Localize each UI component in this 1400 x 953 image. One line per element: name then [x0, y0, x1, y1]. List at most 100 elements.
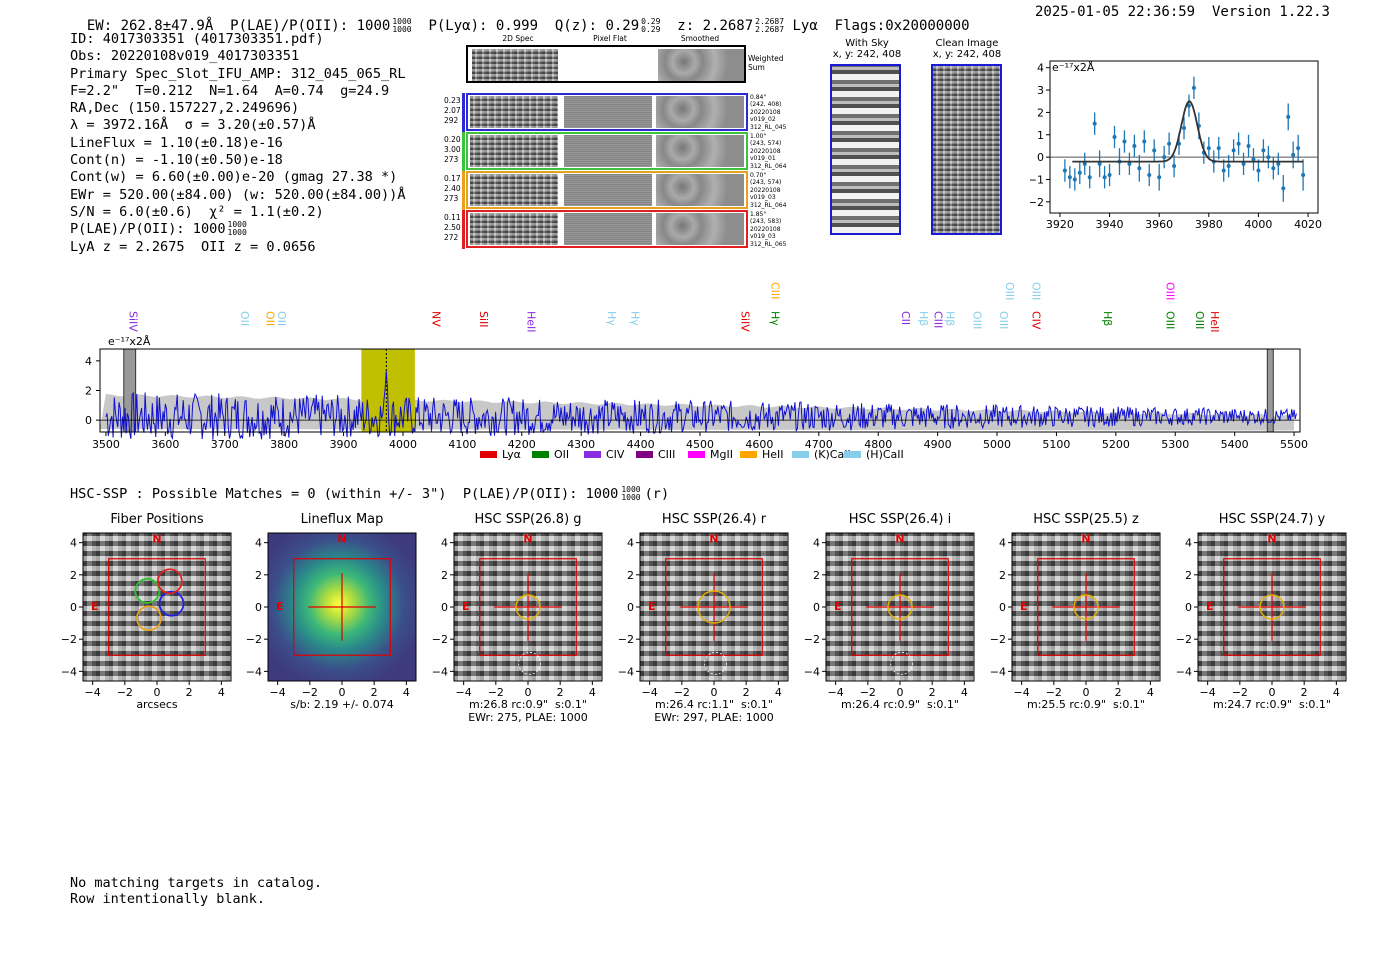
spec-emission-label: SiIV	[739, 311, 752, 332]
hsc-panel-title: Fiber Positions	[110, 512, 204, 527]
cutout-stat: 272	[444, 233, 459, 242]
hsc-panel-title: HSC SSP(26.8) g	[474, 512, 582, 527]
hsc-x-tick-label: −2	[1232, 686, 1248, 699]
cutout-stat: 2.07	[444, 106, 461, 115]
spec-emission-label: SiII	[477, 311, 490, 328]
legend-label: HeII	[762, 448, 784, 461]
cutout-meta-line: 20220108	[750, 225, 781, 233]
hsc-y-tick-label: 4	[255, 537, 262, 550]
plae-frac-lo: 1000	[392, 25, 412, 34]
legend-label: CIV	[606, 448, 625, 461]
fit-data-point	[1142, 139, 1147, 144]
clean-image-title: Clean Image x, y: 242, 408	[930, 38, 1004, 60]
hsc-y-tick-label: 2	[441, 569, 448, 582]
hsc-y-tick-label: 0	[627, 601, 634, 614]
hsc-x-tick-label: −4	[1014, 686, 1030, 699]
compass-east: E	[462, 600, 470, 613]
hsc-panel-overlay: N E 4 2 0 −2 −4 −4 −2 0 2 4	[1176, 532, 1347, 699]
cutout-row-meta: 1.00" (243, 574) 20220108 v019_01 312_RL_064	[750, 133, 786, 170]
fit-data-point	[1082, 161, 1087, 166]
spec-emission-label: CII	[899, 311, 912, 325]
legend-label: MgII	[710, 448, 733, 461]
hsc-aperture-circle	[697, 590, 731, 624]
hsc-x-tick-label: 2	[929, 686, 936, 699]
z-frac-hi: 2.2687	[755, 17, 785, 26]
hsc-panel-frame	[453, 532, 603, 682]
hsc-panel-caption: m:26.4 rc:1.1" s:0.1" EWr: 297, PLAE: 100…	[610, 698, 818, 724]
hsc-y-tick-label: 2	[999, 569, 1006, 582]
qz-frac-hi: 0.29	[641, 17, 661, 26]
hsc-caption-line-2: EWr: 297, PLAE: 1000	[654, 711, 774, 724]
hsc-x-tick-label: 4	[961, 686, 968, 699]
fit-data-point	[1132, 143, 1137, 148]
cutout-row-meta: 0.70" (243, 574) 20220108 v019_03 312_RL_064	[750, 172, 786, 209]
with-sky-image	[830, 64, 901, 235]
fit-unit-label: e⁻¹⁷x2Å	[1052, 61, 1095, 74]
summary-header: EW: 262.8±47.9Å P(LAE)/P(OII): 1000 1000 1…	[70, 2, 970, 35]
legend-label: (K)CaII	[814, 448, 851, 461]
hsc-panel-title: HSC SSP(26.4) i	[848, 512, 952, 527]
line-name: Lyα	[792, 18, 818, 34]
fit-data-point	[1152, 148, 1157, 153]
hsc-x-tick-label: −4	[828, 686, 844, 699]
spec-x-tick-label: 4100	[448, 438, 476, 451]
compass-east: E	[91, 600, 99, 613]
spec-emission-label: SiIV	[127, 311, 140, 332]
cutout-meta-line: v019_03	[750, 233, 776, 241]
fit-data-point	[1216, 146, 1221, 151]
hsc-caption-line-1: arcsecs	[136, 698, 178, 711]
spec-x-tick-label: 5000	[983, 438, 1011, 451]
hsc-y-tick-label: −2	[618, 633, 634, 646]
fiber-circle-orange	[136, 605, 162, 632]
spec-x-tick-label: 3800	[270, 438, 298, 451]
fit-x-tick-label: 3920	[1046, 218, 1074, 231]
fit-y-tick-label: 0	[1037, 151, 1044, 164]
cutout-meta-line: 20220108	[750, 108, 781, 116]
hsc-y-tick-label: −4	[246, 665, 262, 678]
hsc-title: HSC-SSP : Possible Matches = 0 (within +…	[70, 486, 669, 503]
cutout-2d-image	[470, 174, 558, 206]
cutout-row-stats: 0.11 2.50 272	[444, 213, 464, 243]
hsc-y-tick-label: −2	[61, 633, 77, 646]
hsc-caption-line-1: m:26.4 rc:0.9" s:0.1"	[841, 698, 959, 711]
cutout-smooth-image	[656, 174, 744, 206]
line-fit-chart: 3920 3940 3960 3980 4000 4020 4 3 2 1 0 −1 −2 e⁻¹⁷x2Å	[1030, 60, 1322, 231]
fit-data-point	[1231, 148, 1236, 153]
hsc-x-tick-label: 0	[339, 686, 346, 699]
hsc-panel-frame	[1011, 532, 1161, 682]
hsc-y-tick-label: 0	[70, 601, 77, 614]
spec-emission-label: CIII	[932, 311, 945, 328]
cutout-meta-line: (242, 408)	[750, 101, 782, 109]
cutout-stat: 2.40	[444, 184, 461, 193]
fit-data-point	[1226, 164, 1231, 169]
cutout-meta-line: v019_03	[750, 194, 776, 202]
weighted-smooth-image	[658, 49, 744, 81]
legend-swatch	[688, 451, 705, 458]
fit-data-point	[1206, 146, 1211, 151]
hsc-x-tick-label: 2	[743, 686, 750, 699]
hsc-x-tick-label: 2	[1115, 686, 1122, 699]
fiber-circle-blue	[158, 590, 185, 617]
hsc-y-tick-label: −4	[804, 665, 820, 678]
legend-swatch	[480, 451, 497, 458]
fit-data-point	[1112, 135, 1117, 139]
hsc-x-tick-label: 2	[371, 686, 378, 699]
hsc-x-tick-label: −2	[488, 686, 504, 699]
hsc-panel-caption: m:25.5 rc:0.9" s:0.1"	[982, 698, 1190, 711]
fit-y-tick-label: 3	[1037, 84, 1044, 97]
fit-data-point	[1296, 146, 1301, 151]
spec-emission-label-high: OIII	[1003, 282, 1016, 300]
hsc-y-tick-label: −4	[1176, 665, 1192, 678]
hsc-x-tick-label: 0	[154, 686, 161, 699]
fit-y-tick-label: 1	[1037, 129, 1044, 142]
fit-data-point	[1172, 164, 1177, 169]
hsc-x-tick-label: −2	[302, 686, 318, 699]
fit-data-point	[1241, 161, 1246, 166]
info-plae-lo: 1000	[227, 228, 247, 238]
info-plae-label: P(LAE)/P(OII): 1000	[70, 221, 226, 238]
spec-emission-label: HeII	[525, 311, 538, 333]
fit-data-point	[1167, 141, 1172, 146]
hsc-panel-title: HSC SSP(24.7) y	[1218, 512, 1326, 527]
hsc-panel-frame	[267, 532, 417, 682]
weighted-sum-row	[466, 45, 746, 83]
